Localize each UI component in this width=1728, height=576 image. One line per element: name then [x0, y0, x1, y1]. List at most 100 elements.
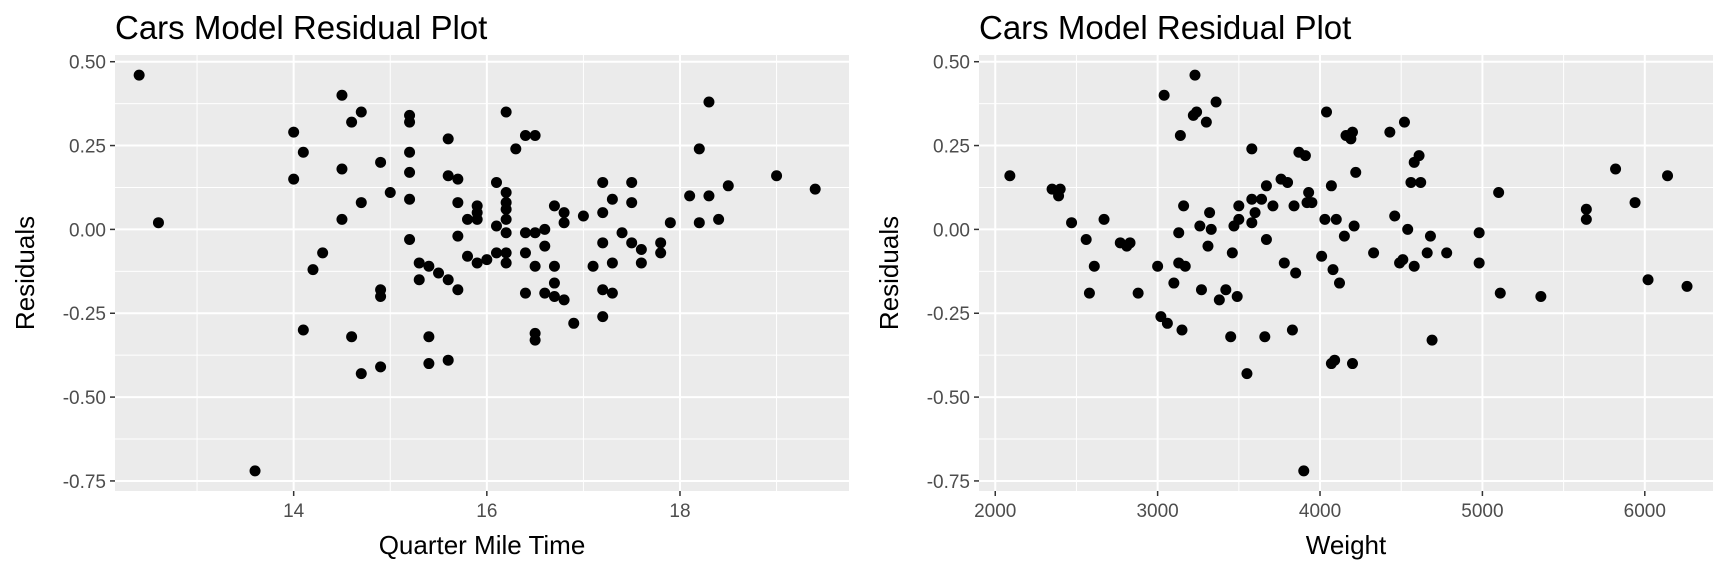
- x-tick-label: 6000: [1624, 501, 1666, 522]
- data-point: [1173, 227, 1185, 239]
- data-point: [1397, 254, 1409, 266]
- data-point: [471, 207, 483, 219]
- data-point: [548, 277, 560, 289]
- chart-right: Cars Model Residual Plot 0.50 0.25 0.00 -0.…: [874, 9, 1713, 560]
- data-point: [529, 129, 541, 141]
- data-point: [1054, 183, 1066, 195]
- data-point: [664, 217, 676, 229]
- data-point: [1288, 200, 1300, 212]
- data-point: [500, 106, 512, 118]
- data-points: [133, 69, 821, 477]
- data-point: [462, 250, 474, 262]
- data-point: [452, 284, 464, 296]
- data-point: [1004, 170, 1016, 182]
- data-point: [626, 176, 638, 188]
- data-point: [606, 287, 618, 299]
- data-point: [1580, 203, 1592, 215]
- y-tick-label: 0.50: [69, 53, 106, 74]
- data-point: [577, 210, 589, 222]
- data-point: [1195, 284, 1207, 296]
- data-point: [597, 207, 609, 219]
- data-point: [606, 257, 618, 269]
- data-point: [1226, 247, 1238, 259]
- data-point: [1174, 129, 1186, 141]
- data-point: [1202, 240, 1214, 252]
- data-point: [500, 257, 512, 269]
- data-point: [500, 187, 512, 199]
- x-axis-ticks: 2000 3000 4000 5000 6000: [974, 491, 1666, 522]
- data-point: [1080, 233, 1092, 245]
- data-point: [597, 311, 609, 323]
- data-point: [1152, 260, 1164, 272]
- data-point: [1210, 96, 1222, 108]
- data-point: [529, 334, 541, 346]
- y-tick-label: 0.00: [69, 220, 106, 241]
- data-point: [375, 156, 387, 168]
- data-point: [519, 129, 531, 141]
- data-point: [500, 227, 512, 239]
- data-point: [1535, 290, 1547, 302]
- y-tick-label: -0.25: [63, 304, 106, 325]
- data-point: [1200, 116, 1212, 128]
- data-point: [355, 368, 367, 380]
- data-point: [1158, 89, 1170, 101]
- data-point: [1088, 260, 1100, 272]
- data-point: [423, 358, 435, 370]
- data-point: [539, 287, 551, 299]
- plot-panel: [115, 55, 849, 491]
- data-point: [1220, 284, 1232, 296]
- data-point: [626, 197, 638, 209]
- data-point: [539, 223, 551, 235]
- data-point: [1246, 143, 1258, 155]
- data-point: [1494, 287, 1506, 299]
- grid-major-lines: [115, 55, 849, 491]
- data-point: [1346, 126, 1358, 138]
- data-point: [442, 133, 454, 145]
- data-point: [1282, 176, 1294, 188]
- data-point: [1346, 358, 1358, 370]
- data-point: [635, 244, 647, 256]
- data-point: [346, 116, 358, 128]
- data-point: [249, 465, 261, 477]
- data-point: [587, 260, 599, 272]
- data-point: [442, 354, 454, 366]
- x-axis-ticks: 14 16 18: [283, 491, 691, 522]
- x-axis-label: Quarter Mile Time: [379, 530, 586, 560]
- data-point: [597, 237, 609, 249]
- y-tick-label: -0.75: [927, 472, 970, 493]
- data-point: [1402, 223, 1414, 235]
- data-point: [1225, 331, 1237, 343]
- data-point: [1338, 230, 1350, 242]
- data-point: [423, 260, 435, 272]
- data-point: [1299, 150, 1311, 162]
- data-point: [1132, 287, 1144, 299]
- data-point: [1189, 69, 1201, 81]
- data-point: [713, 213, 725, 225]
- data-point: [288, 173, 300, 185]
- data-point: [1205, 223, 1217, 235]
- data-point: [490, 176, 502, 188]
- chart-title: Cars Model Residual Plot: [115, 9, 487, 46]
- data-point: [1493, 187, 1505, 199]
- data-point: [1413, 150, 1425, 162]
- data-point: [1191, 106, 1203, 118]
- data-point: [1580, 213, 1592, 225]
- data-point: [1629, 197, 1641, 209]
- data-point: [413, 257, 425, 269]
- data-point: [1256, 193, 1268, 205]
- data-point: [355, 106, 367, 118]
- data-point: [404, 146, 416, 158]
- data-point: [558, 217, 570, 229]
- data-point: [1233, 213, 1245, 225]
- data-point: [1260, 180, 1272, 192]
- data-point: [1473, 227, 1485, 239]
- x-tick-label: 4000: [1299, 501, 1341, 522]
- data-point: [1681, 280, 1693, 292]
- y-axis-label: Residuals: [874, 216, 904, 330]
- y-axis-ticks: 0.50 0.25 0.00 -0.25 -0.50 -0.75: [63, 53, 115, 493]
- data-point: [1325, 180, 1337, 192]
- data-point: [1398, 116, 1410, 128]
- chart-left: Cars Model Residual Plot 0.50 0.25 0.00 -0.…: [10, 9, 849, 560]
- data-point: [1424, 230, 1436, 242]
- data-point: [1260, 233, 1272, 245]
